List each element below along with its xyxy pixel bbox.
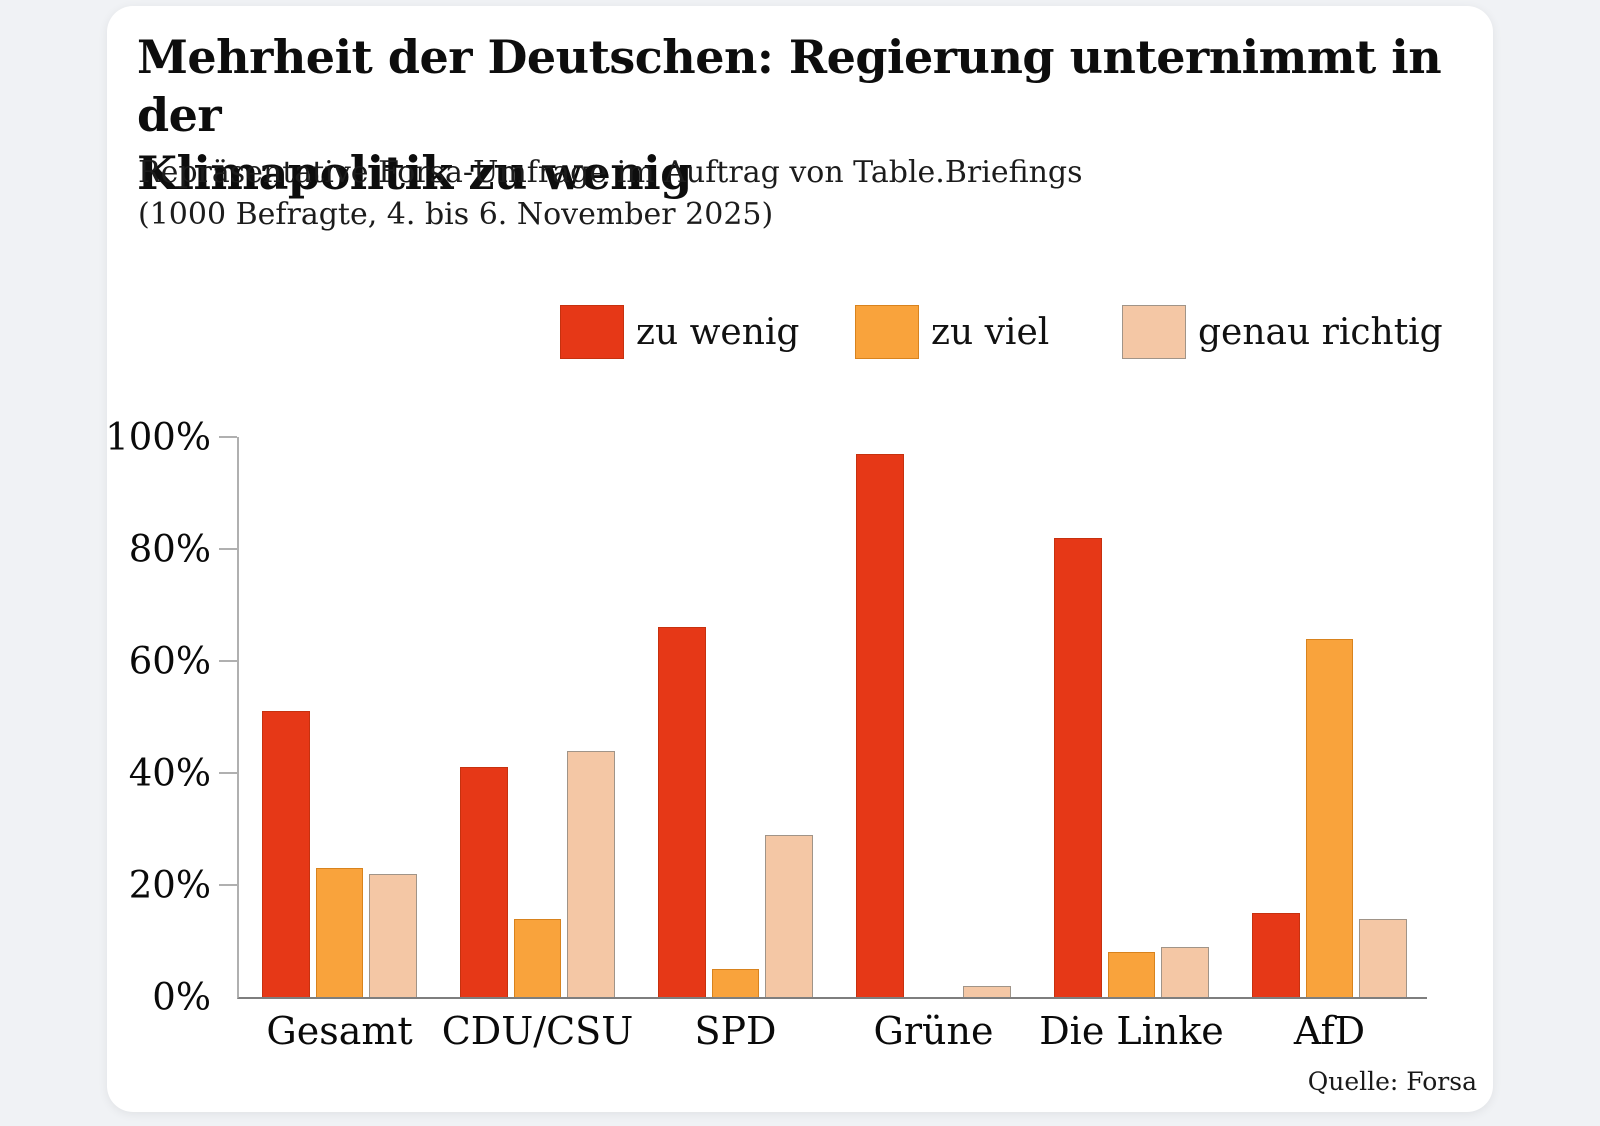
y-axis-tick-80 xyxy=(219,548,237,550)
source-note: Quelle: Forsa xyxy=(1307,1067,1477,1096)
bar-group-Grüne xyxy=(856,453,1011,997)
bar-Grüne-genau-richtig xyxy=(962,985,1011,997)
y-axis-label-0: 0% xyxy=(152,975,211,1019)
legend-item-genau-richtig: genau richtig xyxy=(1122,304,1443,360)
bar-group-CDU/CSU xyxy=(460,750,616,997)
y-axis-label-100: 100% xyxy=(105,415,211,459)
bar-SPD-zu-viel xyxy=(711,969,760,997)
chart-card: Mehrheit der Deutschen: Regierung untern… xyxy=(105,6,1493,1112)
bar-Die Linke-genau-richtig xyxy=(1161,946,1210,997)
bar-SPD-genau-richtig xyxy=(765,834,814,997)
legend-label-zu-viel: zu viel xyxy=(931,311,1050,353)
bar-group-SPD xyxy=(658,627,814,997)
bar-group-Gesamt xyxy=(262,711,418,997)
bar-CDU/CSU-genau-richtig xyxy=(567,750,616,997)
bar-group-AfD xyxy=(1252,638,1408,997)
x-category-label-Gesamt: Gesamt xyxy=(266,1009,413,1053)
bar-AfD-zu-wenig xyxy=(1252,913,1300,997)
legend-swatch-zu-wenig xyxy=(560,305,624,359)
bar-AfD-genau-richtig xyxy=(1359,918,1408,997)
bar-CDU/CSU-zu-viel xyxy=(513,918,562,997)
x-category-label-CDU/CSU: CDU/CSU xyxy=(441,1009,634,1053)
bar-Gesamt-genau-richtig xyxy=(369,873,418,997)
legend-item-zu-viel: zu viel xyxy=(855,304,1049,360)
chart-subtitle-line1: Repräsentative Forsa-Umfrage im Auftrag … xyxy=(138,155,1083,190)
chart-subtitle: Repräsentative Forsa-Umfrage im Auftrag … xyxy=(138,152,1338,236)
bar-Die Linke-zu-wenig xyxy=(1054,537,1102,997)
x-category-label-Grüne: Grüne xyxy=(873,1009,994,1053)
chart-title-line2: Klimapolitik zu wenig xyxy=(137,146,692,200)
bar-Gesamt-zu-viel xyxy=(315,868,364,997)
bar-Gesamt-zu-wenig xyxy=(262,711,310,997)
chart-legend: zu wenig zu viel genau richtig xyxy=(107,304,1493,360)
legend-label-zu-wenig: zu wenig xyxy=(636,311,800,353)
x-category-label-SPD: SPD xyxy=(694,1009,777,1053)
x-category-label-AfD: AfD xyxy=(1293,1009,1366,1053)
y-axis-label-20: 20% xyxy=(128,863,211,907)
y-axis-tick-60 xyxy=(219,660,237,662)
bar-SPD-zu-wenig xyxy=(658,627,706,997)
x-category-label-Die Linke: Die Linke xyxy=(1039,1009,1224,1053)
bar-Grüne-zu-wenig xyxy=(856,453,905,997)
y-axis-label-80: 80% xyxy=(128,527,211,571)
chart-title: Mehrheit der Deutschen: Regierung untern… xyxy=(137,28,1457,202)
bar-AfD-zu-viel xyxy=(1305,638,1354,997)
y-axis-label-60: 60% xyxy=(128,639,211,683)
y-axis-tick-20 xyxy=(219,884,237,886)
bar-CDU/CSU-zu-wenig xyxy=(460,767,508,997)
legend-swatch-genau-richtig xyxy=(1122,305,1186,359)
chart-subtitle-line2: (1000 Befragte, 4. bis 6. November 2025) xyxy=(138,197,774,232)
bar-group-Die Linke xyxy=(1054,537,1210,997)
y-axis-tick-100 xyxy=(219,436,237,438)
plot-area: 0% 20% 40% 60% 80% 100% Gesamt CDU/CSU SPD Grüne D… xyxy=(105,416,1427,1053)
chart-title-line1: Mehrheit der Deutschen: Regierung untern… xyxy=(137,30,1442,142)
legend-item-zu-wenig: zu wenig xyxy=(560,304,799,360)
bar-Die Linke-zu-viel xyxy=(1107,952,1156,997)
legend-label-genau-richtig: genau richtig xyxy=(1198,311,1443,353)
y-axis-label-40: 40% xyxy=(128,751,211,795)
y-axis-tick-40 xyxy=(219,772,237,774)
legend-swatch-zu-viel xyxy=(855,305,919,359)
